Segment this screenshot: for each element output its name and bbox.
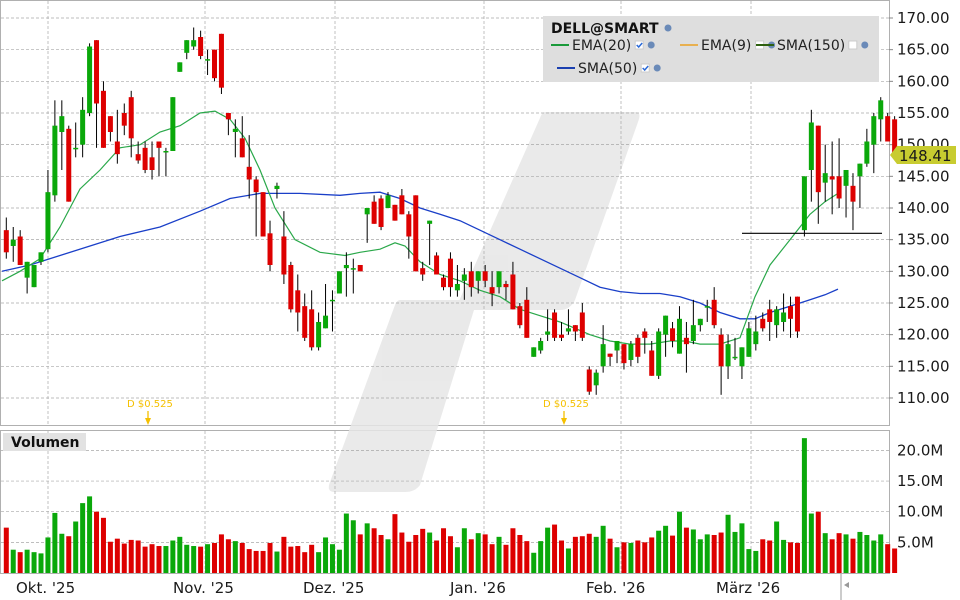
price-tick-label: 165.00 <box>897 41 950 59</box>
dividend-label: D $0.525 <box>543 399 589 410</box>
visibility-checkbox[interactable] <box>634 40 644 50</box>
last-price-tag: 148.41 <box>890 146 956 165</box>
visibility-checkbox[interactable] <box>640 63 650 73</box>
price-tick-label: 140.00 <box>897 199 950 217</box>
volume-tick-label: 10.0M <box>897 503 943 521</box>
price-tick-label: 145.00 <box>897 167 950 185</box>
price-tick-label: 170.00 <box>897 9 950 27</box>
check-icon <box>642 65 649 72</box>
watermark-logo <box>328 112 640 492</box>
legend-item-sma150[interactable]: SMA(150) <box>756 38 869 54</box>
volume-title: Volumen <box>3 433 86 451</box>
ema20-line <box>1 110 839 345</box>
svg-text:SMA(150): SMA(150) <box>777 38 845 54</box>
volume-tick-label: 15.0M <box>897 472 943 490</box>
volume-bars <box>3 438 898 573</box>
svg-text:EMA(20): EMA(20) <box>572 38 631 54</box>
price-tick-label: 120.00 <box>897 326 950 344</box>
symbol-settings-icon[interactable] <box>664 24 672 32</box>
time-tick-label: Feb. '26 <box>586 579 645 597</box>
time-axis: Okt. '25 Nov. '25 Dez. '25 Jan. '26 Feb. '26… <box>16 579 780 597</box>
volume-tick-label: 5.0M <box>897 533 934 551</box>
volume-axis: 20.0M 15.0M 10.0M 5.0M <box>897 441 943 551</box>
candlesticks <box>3 27 898 395</box>
time-tick-label: Nov. '25 <box>173 579 234 597</box>
dividend-arrow-icon <box>561 418 567 425</box>
scroll-left-arrow[interactable] <box>840 574 849 600</box>
legend-item-ema20[interactable]: EMA(20) <box>551 38 655 54</box>
price-tick-label: 155.00 <box>897 104 950 122</box>
price-tick-label: 110.00 <box>897 389 950 407</box>
time-tick-label: Okt. '25 <box>16 579 75 597</box>
price-tick-label: 130.00 <box>897 262 950 280</box>
svg-text:SMA(50): SMA(50) <box>578 61 637 77</box>
check-icon <box>636 42 643 49</box>
svg-text:EMA(9): EMA(9) <box>701 38 751 54</box>
legend-item-sma50[interactable]: SMA(50) <box>557 61 661 77</box>
price-axis: 170.00165.00160.00155.00150.00145.00140.… <box>889 9 950 407</box>
price-tick-label: 115.00 <box>897 357 950 375</box>
settings-icon[interactable] <box>647 41 655 49</box>
time-tick-label: März '26 <box>716 579 780 597</box>
price-tick-label: 135.00 <box>897 231 950 249</box>
sma50-line <box>1 191 839 320</box>
time-tick-label: Jan. '26 <box>449 579 506 597</box>
dividend-markers: D $0.525 D $0.525 <box>127 399 589 425</box>
visibility-checkbox[interactable] <box>848 40 858 50</box>
svg-text:Volumen: Volumen <box>11 435 80 451</box>
price-tick-label: 160.00 <box>897 72 950 90</box>
volume-tick-label: 20.0M <box>897 441 943 459</box>
legend-symbol: DELL@SMART <box>551 21 659 37</box>
settings-icon[interactable] <box>653 64 661 72</box>
settings-icon[interactable] <box>861 41 869 49</box>
dividend-arrow-icon <box>145 418 151 425</box>
price-tick-label: 125.00 <box>897 294 950 312</box>
dividend-label: D $0.525 <box>127 399 173 410</box>
legend: DELL@SMART EMA(20) EMA(9) SMA(150) SMA(50) <box>543 16 879 82</box>
last-price-value: 148.41 <box>899 147 952 165</box>
time-tick-label: Dez. '25 <box>303 579 364 597</box>
